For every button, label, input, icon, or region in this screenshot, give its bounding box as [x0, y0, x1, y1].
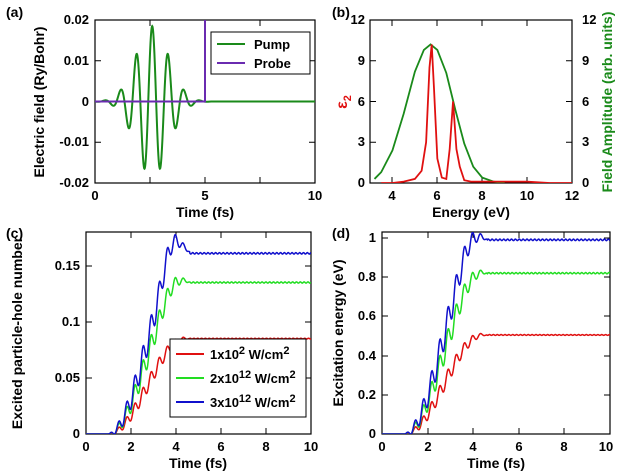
panel-d-ytick: 0.8 [358, 269, 376, 284]
panel-d-ytick: 0.4 [358, 348, 377, 363]
panel-d-ticks [381, 232, 611, 435]
panel-d: (d) 0 2 4 6 8 10 0 0.2 0.4 0.6 0.8 1 Tim… [330, 225, 613, 471]
panel-d-xlabel: Time (fs) [467, 455, 525, 471]
d-series-3-line [382, 232, 610, 434]
panel-a-ytick: 0.02 [64, 12, 89, 27]
panel-b-xtick: 10 [520, 188, 534, 203]
panel-b-xlabel: Energy (eV) [432, 204, 510, 220]
panel-c-ytick: 0.15 [55, 258, 80, 273]
panel-b-ytick-left: 6 [358, 94, 365, 109]
panel-d-xtick: 10 [599, 439, 613, 454]
legend-c2-label: 2x1012 W/cm2 [210, 369, 296, 386]
panel-c-xtick: 6 [217, 439, 224, 454]
panel-c-ticks [85, 232, 312, 435]
panel-c-ylabel: Excited particle-hole number [9, 236, 25, 429]
c-series-1-line [86, 336, 311, 434]
panel-b-xtick: 12 [565, 188, 579, 203]
panel-d-ylabel: Excitation energy (eV) [330, 259, 346, 406]
panel-b-ytick-left: 12 [351, 12, 365, 27]
panel-b-ytick-left: 3 [358, 134, 365, 149]
panel-a-legend [210, 31, 311, 75]
panel-d-frame [381, 231, 611, 435]
d-series-2-line [382, 269, 610, 434]
panel-a-xlabel: Time (fs) [176, 204, 234, 220]
panel-b-ytick-right: 12 [582, 12, 596, 27]
panel-a-label: (a) [6, 4, 23, 20]
panel-a-xtick: 5 [201, 188, 208, 203]
panel-c-xtick: 4 [172, 439, 180, 454]
panel-c-xtick: 0 [82, 439, 89, 454]
panel-b: (b) 4 6 8 10 12 0 3 6 9 12 0 3 6 9 12 En… [332, 4, 615, 220]
epsilon2-series-line [381, 44, 572, 183]
panel-a-xtick: 10 [308, 188, 322, 203]
panel-d-ytick: 0 [369, 426, 376, 441]
panel-c-ytick: 0.05 [55, 370, 80, 385]
panel-b-xtick: 8 [478, 188, 485, 203]
panel-c-xtick: 8 [262, 439, 269, 454]
panel-d-xtick: 0 [378, 439, 385, 454]
panel-a-ytick: 0 [82, 94, 89, 109]
panel-b-ytick-left: 0 [358, 175, 365, 190]
panel-c-frame [85, 231, 312, 435]
legend-c3-label: 3x1012 W/cm2 [210, 393, 296, 410]
panel-c-ytick: 0.1 [62, 314, 80, 329]
legend-c1-label: 1x102 W/cm2 [210, 345, 289, 362]
probe-series-line [95, 20, 206, 103]
panel-b-xtick: 4 [388, 188, 396, 203]
panel-b-ytick-left: 9 [358, 53, 365, 68]
panel-b-label: (b) [332, 4, 350, 20]
panel-a-ylabel: Electric field (Ry/Bohr) [31, 27, 47, 178]
panel-b-xtick: 6 [433, 188, 440, 203]
d-series-1-line [382, 332, 610, 434]
panel-d-ytick: 0.6 [358, 308, 376, 323]
panel-c-xtick: 2 [127, 439, 134, 454]
panel-a-ytick: -0.01 [59, 134, 89, 149]
panel-c: (c) 0 2 4 6 8 10 0 0.05 0.1 0.15 Time (f… [6, 225, 318, 471]
panel-c-label: (c) [6, 225, 23, 241]
panel-b-ytick-right: 3 [582, 134, 589, 149]
panel-b-ytick-right: 6 [582, 94, 589, 109]
c-series-3-line [86, 233, 311, 434]
panel-c-ytick: 0 [73, 426, 80, 441]
field-amplitude-series-line [373, 43, 505, 183]
panel-b-ytick-right: 9 [582, 53, 589, 68]
panel-d-xtick: 4 [469, 439, 477, 454]
panel-a: (a) 0 5 10 -0.02 -0.01 0 0.01 0.02 Time … [6, 4, 322, 220]
legend-pump-label: Pump [254, 37, 290, 52]
panel-d-xtick: 8 [560, 439, 567, 454]
panel-a-ytick: 0.01 [64, 53, 89, 68]
panel-a-xtick: 0 [91, 188, 98, 203]
legend-probe-label: Probe [254, 56, 291, 71]
panel-b-ticks [370, 19, 573, 184]
panel-d-xtick: 6 [515, 439, 522, 454]
panel-d-ytick: 1 [369, 230, 376, 245]
panel-b-ylabel-right: Field Amplitude (arb. units) [599, 12, 615, 193]
panel-d-label: (d) [332, 225, 350, 241]
panel-b-ylabel-left: ε2 [334, 95, 354, 109]
panel-d-ytick: 0.2 [358, 387, 376, 402]
panel-b-ytick-right: 0 [582, 175, 589, 190]
panel-d-xtick: 2 [424, 439, 431, 454]
panel-a-ytick: -0.02 [59, 175, 89, 190]
panel-c-xtick: 10 [304, 439, 318, 454]
panel-c-xlabel: Time (fs) [169, 455, 227, 471]
